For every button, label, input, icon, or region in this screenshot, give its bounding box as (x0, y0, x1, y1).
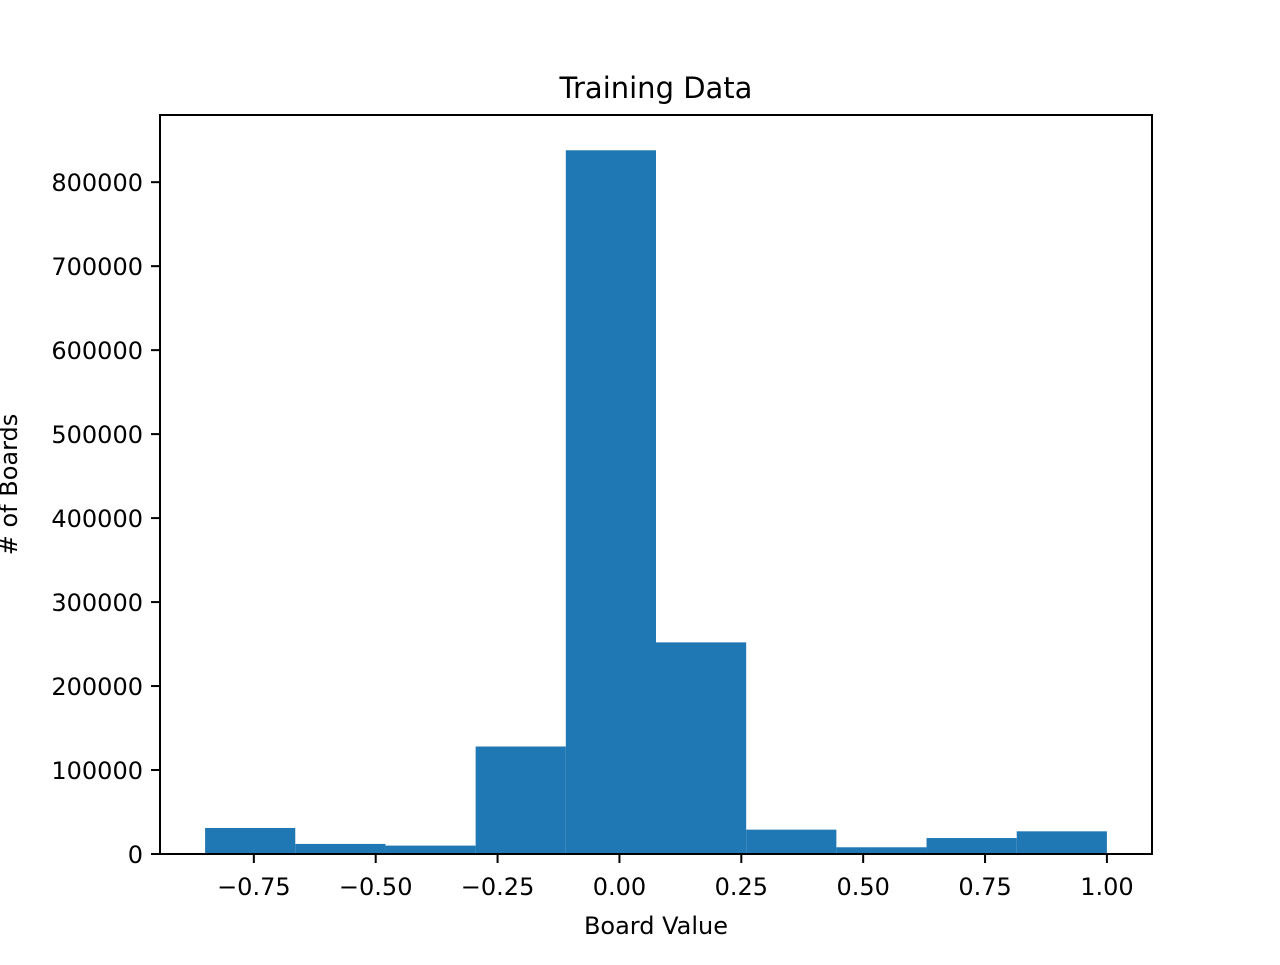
y-axis-label: # of Boards (0, 414, 23, 556)
histogram-bar (1016, 831, 1107, 854)
x-axis-label: Board Value (584, 912, 728, 940)
x-tick-label: −0.25 (461, 873, 535, 901)
y-tick-label: 200000 (51, 673, 143, 701)
histogram-bar (295, 843, 386, 854)
x-tick-label: 0.50 (836, 873, 889, 901)
y-tick-label: 500000 (51, 421, 143, 449)
histogram-bar (205, 827, 296, 854)
x-tick-label: 0.25 (715, 873, 768, 901)
y-tick-label: 100000 (51, 757, 143, 785)
y-tick-label: 600000 (51, 337, 143, 365)
y-tick-label: 800000 (51, 169, 143, 197)
histogram-bar (565, 150, 656, 855)
histogram-bar (385, 845, 476, 854)
x-axis: −0.75 −0.50 −0.25 0.00 0.25 0.50 0.75 1.00 (217, 854, 1134, 901)
x-tick-label: 0.75 (958, 873, 1011, 901)
histogram-bar (475, 746, 566, 854)
histogram-bar (926, 838, 1017, 854)
plot-frame (159, 114, 1153, 855)
bars-layer (205, 150, 1107, 855)
x-tick-label: 1.00 (1080, 873, 1133, 901)
histogram-bar (746, 829, 837, 854)
y-tick-label: 700000 (51, 253, 143, 281)
y-tick-label: 400000 (51, 505, 143, 533)
y-tick-label: 300000 (51, 589, 143, 617)
x-tick-label: −0.75 (217, 873, 291, 901)
y-tick-label: 0 (128, 841, 143, 869)
histogram-bar (836, 847, 927, 854)
chart-title: Training Data (559, 71, 753, 105)
y-axis: 0 100000 200000 300000 400000 500000 600000 700… (51, 169, 160, 869)
x-tick-label: −0.50 (339, 873, 413, 901)
histogram-bar (656, 642, 747, 854)
x-tick-label: 0.00 (593, 873, 646, 901)
